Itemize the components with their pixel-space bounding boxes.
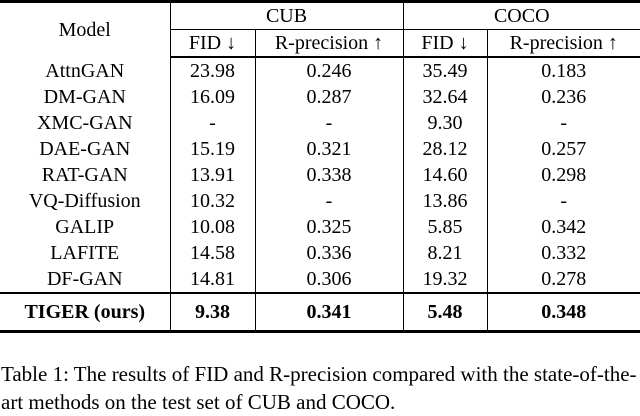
- model-cell: DF-GAN: [0, 266, 170, 294]
- header-coco-rprecision: R-precision ↑: [486, 29, 640, 58]
- coco-fid-cell: 35.49: [402, 57, 487, 84]
- coco-fid-cell: 5.85: [402, 214, 487, 240]
- model-cell: DM-GAN: [43, 86, 126, 108]
- coco-rprecision-cell: -: [486, 110, 640, 136]
- coco-rprecision-cell: 0.236: [486, 84, 640, 110]
- header-model: Model: [58, 19, 111, 41]
- table-row: LAFITE 14.58 0.336 8.21 0.332: [0, 240, 640, 266]
- coco-rprecision-cell: 0.332: [486, 240, 640, 266]
- cub-rprecision-cell: 0.306: [254, 266, 403, 294]
- cub-fid-cell: 10.32: [169, 188, 255, 214]
- header-cub-fid: FID ↓: [169, 29, 255, 58]
- table-caption: Table 1: The results of FID and R-precis…: [1, 362, 637, 414]
- cub-rprecision-cell: 0.287: [254, 84, 403, 110]
- cub-fid-cell: 16.09: [169, 84, 255, 110]
- coco-fid-cell: 32.64: [402, 84, 487, 110]
- model-cell: LAFITE: [50, 242, 120, 264]
- coco-fid-cell: 14.60: [402, 162, 487, 188]
- coco-rprecision-cell: 0.278: [486, 266, 640, 294]
- cub-rprecision-cell: 0.338: [254, 162, 403, 188]
- model-cell: TIGER (ours): [24, 301, 146, 323]
- table-row: RAT-GAN 13.91 0.338 14.60 0.298: [0, 162, 640, 188]
- coco-rprecision-cell: 0.183: [486, 57, 640, 84]
- cub-fid-cell: 15.19: [169, 136, 255, 162]
- header-row-metrics: FID ↓ R-precision ↑ FID ↓ R-precision ↑: [0, 29, 640, 58]
- coco-fid-cell: 13.86: [402, 188, 487, 214]
- coco-rprecision-cell: 0.298: [486, 162, 640, 188]
- table-row: DAE-GAN 15.19 0.321 28.12 0.257: [0, 136, 640, 162]
- coco-rprecision-cell: 0.348: [486, 293, 640, 332]
- cub-fid-cell: 23.98: [169, 57, 255, 84]
- table-row: AttnGAN 23.98 0.246 35.49 0.183: [0, 57, 640, 84]
- table-row-ours: TIGER (ours) 9.38 0.341 5.48 0.348: [0, 293, 640, 332]
- cub-rprecision-cell: 0.246: [254, 57, 403, 84]
- table-row: XMC-GAN - - 9.30 -: [0, 110, 640, 136]
- model-cell: AttnGAN: [45, 59, 125, 82]
- model-cell: GALIP: [55, 216, 115, 238]
- cub-fid-cell: 14.81: [169, 266, 255, 294]
- table-row: DM-GAN 16.09 0.287 32.64 0.236: [0, 84, 640, 110]
- coco-fid-cell: 8.21: [402, 240, 487, 266]
- coco-fid-cell: 5.48: [402, 293, 487, 332]
- table-row: VQ-Diffusion 10.32 - 13.86 -: [0, 188, 640, 214]
- cub-rprecision-cell: 0.321: [254, 136, 403, 162]
- coco-fid-cell: 19.32: [402, 266, 487, 294]
- header-row-groups: Model CUB COCO: [0, 1, 640, 41]
- cub-rprecision-cell: -: [254, 188, 403, 214]
- cub-rprecision-cell: 0.336: [254, 240, 403, 266]
- header-cub: CUB: [169, 1, 403, 30]
- model-cell: VQ-Diffusion: [28, 190, 141, 212]
- header-coco-fid: FID ↓: [402, 29, 487, 58]
- results-table: Model CUB COCO FID ↓ R-precision ↑ FID ↓…: [0, 0, 640, 333]
- model-cell: RAT-GAN: [41, 164, 128, 186]
- coco-rprecision-cell: 0.342: [486, 214, 640, 240]
- coco-fid-cell: 28.12: [402, 136, 487, 162]
- model-cell: DAE-GAN: [39, 138, 131, 160]
- cub-fid-cell: 9.38: [169, 293, 255, 332]
- cub-rprecision-cell: 0.325: [254, 214, 403, 240]
- table-row: GALIP 10.08 0.325 5.85 0.342: [0, 214, 640, 240]
- model-cell: XMC-GAN: [36, 112, 133, 134]
- coco-fid-cell: 9.30: [402, 110, 487, 136]
- cub-rprecision-cell: 0.341: [254, 293, 403, 332]
- cub-fid-cell: 13.91: [169, 162, 255, 188]
- cub-rprecision-cell: -: [254, 110, 403, 136]
- header-coco: COCO: [402, 1, 640, 30]
- cub-fid-cell: 10.08: [169, 214, 255, 240]
- cub-fid-cell: 14.58: [169, 240, 255, 266]
- table-row: DF-GAN 14.81 0.306 19.32 0.278: [0, 266, 640, 294]
- coco-rprecision-cell: -: [486, 188, 640, 214]
- coco-rprecision-cell: 0.257: [486, 136, 640, 162]
- header-cub-rprecision: R-precision ↑: [254, 29, 403, 58]
- cub-fid-cell: -: [169, 110, 255, 136]
